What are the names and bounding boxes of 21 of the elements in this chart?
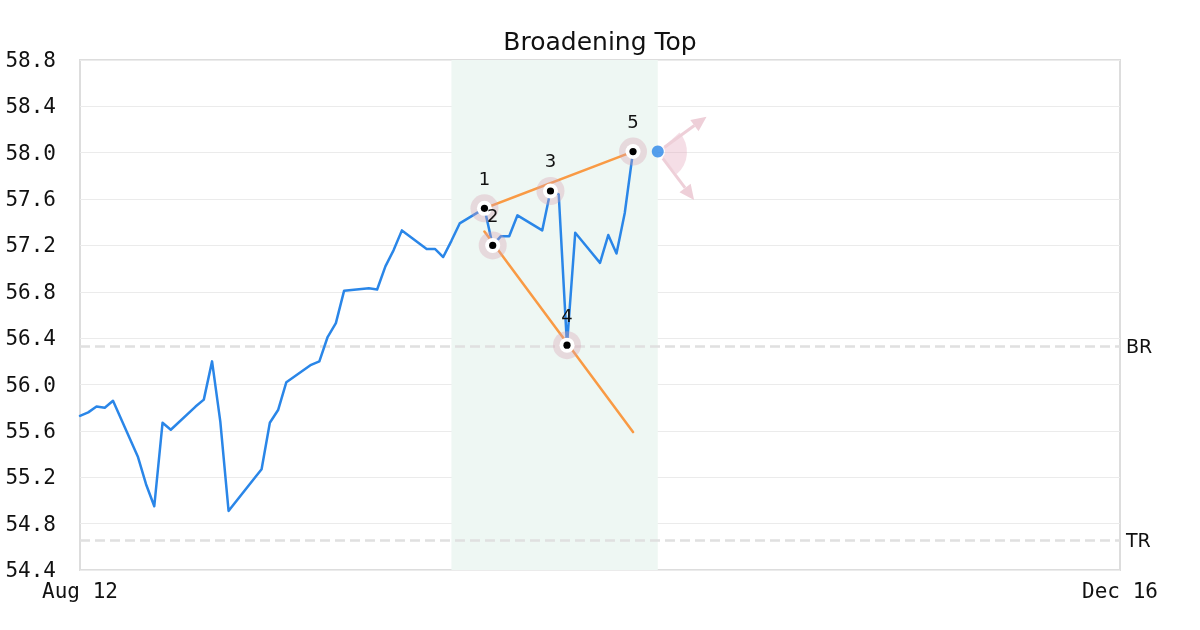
y-tick-label: 58.0 [5,140,56,165]
y-tick-label: 57.2 [5,233,56,258]
ref-line-label: BR [1126,335,1153,358]
annotation: 2 [486,204,499,226]
y-tick-label: 58.4 [5,94,56,119]
annotation: 4 [561,304,573,326]
annotation: 3 [544,150,557,172]
y-tick-label: 54.8 [5,511,56,536]
y-tick-label: 58.8 [5,48,56,72]
y-tick-label: 56.8 [5,279,56,304]
annotation: 1 [478,167,491,189]
annotation: 5 [627,111,639,133]
x-tick-label: Dec 16 [1082,578,1158,603]
y-tick-label: 56.0 [5,372,56,397]
chart-title: Broadening Top [503,27,697,56]
y-tick-label: 55.6 [5,418,56,443]
ref-line-label: TR [1125,528,1151,551]
y-tick-label: 57.6 [5,187,56,212]
y-tick-label: 56.4 [5,326,56,351]
y-tick-label: 55.2 [5,465,56,490]
point [651,145,664,158]
